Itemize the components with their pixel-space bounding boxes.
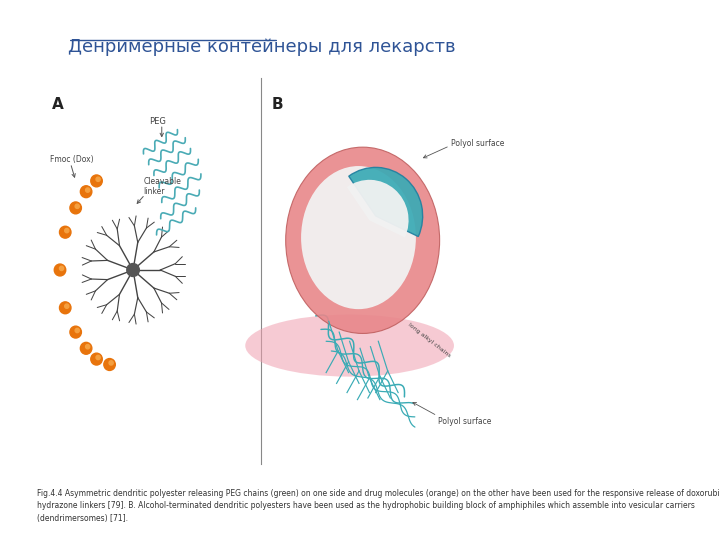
Ellipse shape [246,314,454,377]
Circle shape [91,353,102,365]
Text: long alkyl chains: long alkyl chains [407,322,451,359]
Circle shape [81,342,92,354]
Circle shape [96,355,100,360]
Circle shape [127,264,140,276]
Circle shape [65,304,69,308]
Circle shape [65,228,69,233]
Circle shape [60,226,71,238]
Text: A: A [52,97,64,112]
Circle shape [91,175,102,187]
Text: Cleavable
linker: Cleavable linker [143,177,181,196]
Circle shape [86,188,90,192]
Text: Fig.4.4 Asymmetric dendritic polyester releasing PEG chains (green) on one side : Fig.4.4 Asymmetric dendritic polyester r… [37,489,720,523]
Circle shape [54,264,66,276]
Wedge shape [347,180,408,238]
Wedge shape [348,167,423,237]
Circle shape [109,361,113,365]
Circle shape [60,302,71,314]
Circle shape [75,204,79,208]
Circle shape [70,202,81,214]
Ellipse shape [301,166,416,309]
Ellipse shape [286,147,440,333]
Circle shape [96,177,100,181]
Text: PEG: PEG [149,117,166,126]
Text: Polyol surface: Polyol surface [438,417,492,426]
Text: Polyol surface: Polyol surface [451,139,505,147]
Circle shape [70,326,81,338]
Circle shape [81,186,92,198]
Text: Денримерные контейнеры для лекарств: Денримерные контейнеры для лекарств [68,38,456,56]
Circle shape [75,328,79,333]
Text: Fmoc (Dox): Fmoc (Dox) [50,155,93,164]
Circle shape [86,345,90,349]
Circle shape [60,266,63,271]
Text: B: B [271,97,283,112]
Circle shape [104,359,115,370]
